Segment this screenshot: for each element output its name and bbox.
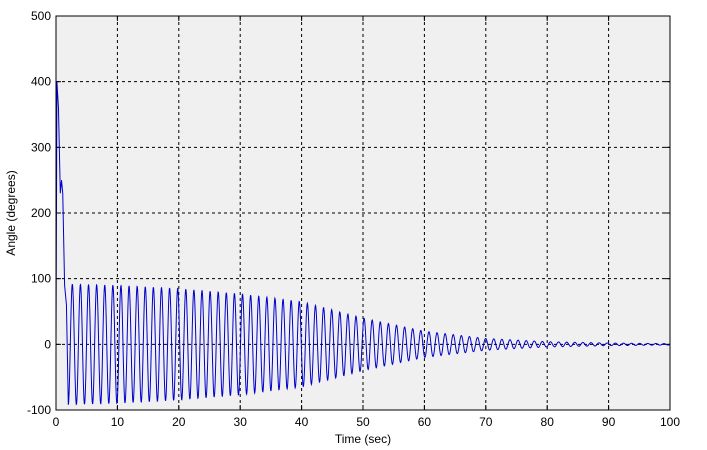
grid-lines <box>56 16 670 410</box>
x-tick-label: 70 <box>479 415 493 429</box>
x-tick-label: 0 <box>53 415 60 429</box>
y-tick-label: 100 <box>31 272 51 286</box>
plot-frame <box>55 15 671 411</box>
x-tick-label: 80 <box>541 415 555 429</box>
x-tick-label: 60 <box>418 415 432 429</box>
x-tick-label: 30 <box>234 415 248 429</box>
y-tick-label: 200 <box>31 206 51 220</box>
axis-ticks: 0 10 20 30 40 50 60 70 80 90 100-10001002003004005… <box>27 9 680 429</box>
x-tick-label: 20 <box>172 415 186 429</box>
angle-series-line <box>55 81 671 406</box>
y-tick-label: 300 <box>31 140 51 154</box>
y-axis-label: Angle (degrees) <box>4 170 18 255</box>
y-tick-label: 400 <box>31 75 51 89</box>
x-tick-label: 90 <box>602 415 616 429</box>
y-tick-label: -100 <box>27 403 51 417</box>
x-tick-label: 50 <box>356 415 370 429</box>
y-tick-label: 500 <box>31 9 51 23</box>
x-tick-label: 40 <box>295 415 309 429</box>
y-tick-label: 0 <box>44 337 51 351</box>
x-axis-label: Time (sec) <box>335 432 391 446</box>
x-tick-label: 10 <box>111 415 125 429</box>
x-tick-label: 100 <box>660 415 680 429</box>
